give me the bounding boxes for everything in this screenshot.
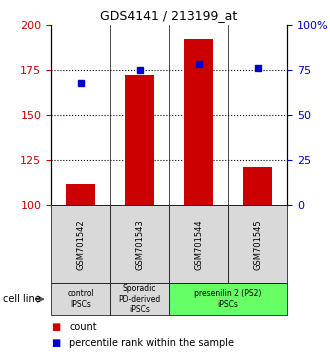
Bar xyxy=(51,283,110,315)
Bar xyxy=(125,75,154,205)
Bar xyxy=(184,39,214,205)
Text: Sporadic
PD-derived
iPSCs: Sporadic PD-derived iPSCs xyxy=(118,284,161,314)
Text: GSM701545: GSM701545 xyxy=(253,219,262,270)
Text: presenilin 2 (PS2)
iPSCs: presenilin 2 (PS2) iPSCs xyxy=(194,290,262,309)
Text: control
IPSCs: control IPSCs xyxy=(67,290,94,309)
Text: ■: ■ xyxy=(51,338,60,348)
Bar xyxy=(169,205,228,283)
Bar xyxy=(66,184,95,205)
Bar xyxy=(243,167,272,205)
Bar xyxy=(110,205,169,283)
Bar xyxy=(228,205,287,283)
Bar xyxy=(110,283,169,315)
Text: GSM701542: GSM701542 xyxy=(76,219,85,270)
Text: GSM701544: GSM701544 xyxy=(194,219,203,270)
Text: cell line: cell line xyxy=(3,294,41,304)
Text: count: count xyxy=(69,322,97,332)
Bar xyxy=(169,283,287,315)
Text: percentile rank within the sample: percentile rank within the sample xyxy=(69,338,234,348)
Text: GSM701543: GSM701543 xyxy=(135,219,144,270)
Bar xyxy=(51,205,110,283)
Text: ■: ■ xyxy=(51,322,60,332)
Title: GDS4141 / 213199_at: GDS4141 / 213199_at xyxy=(101,9,238,22)
